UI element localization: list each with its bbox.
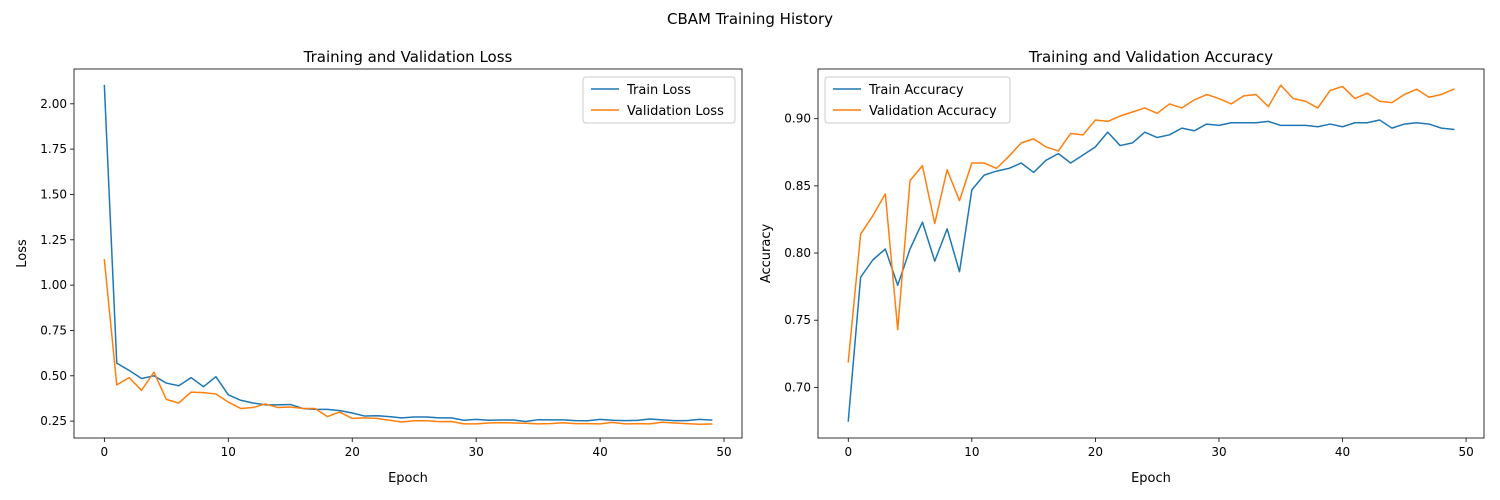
loss-x-axis-label: Epoch (388, 471, 428, 486)
accuracy-series-line-validation (847, 84, 1455, 363)
loss-y-tick-label: 1.50 (40, 187, 67, 201)
accuracy-axes-frame (817, 68, 1485, 439)
loss-series-line-validation (103, 258, 713, 425)
loss-y-tick-label: 0.50 (40, 369, 67, 383)
loss-legend-label-train: Train Loss (626, 83, 691, 98)
loss-y-tick-label: 1.25 (40, 233, 67, 247)
accuracy-chart: Training and Validation Accuracy 0 10 20 30 4… (759, 48, 1485, 486)
loss-axes-frame (73, 68, 743, 439)
accuracy-chart-title: Training and Validation Accuracy (1028, 48, 1273, 66)
accuracy-y-tick-label: 0.85 (784, 179, 811, 193)
accuracy-x-tick-label: 50 (1458, 445, 1473, 459)
accuracy-series-line-train (847, 119, 1455, 422)
accuracy-x-tick-label: 20 (1088, 445, 1103, 459)
accuracy-y-axis-label: Accuracy (759, 224, 774, 284)
loss-legend-label-validation: Validation Loss (627, 104, 724, 119)
loss-x-tick-label: 20 (345, 445, 360, 459)
accuracy-legend-label-validation: Validation Accuracy (869, 104, 997, 119)
loss-y-tick-label: 0.25 (40, 414, 67, 428)
figure-title: CBAM Training History (667, 10, 833, 28)
loss-legend (582, 76, 736, 124)
loss-chart: Training and Validation Loss 0 10 20 30 40 50 0… (15, 48, 743, 486)
accuracy-x-tick-label: 40 (1335, 445, 1350, 459)
loss-series-line-train (103, 84, 713, 423)
loss-y-tick-label: 1.00 (40, 278, 67, 292)
loss-y-tick-label: 0.75 (40, 323, 67, 337)
accuracy-y-tick-label: 0.70 (784, 380, 811, 394)
accuracy-legend (824, 76, 1011, 124)
loss-chart-title: Training and Validation Loss (303, 48, 513, 66)
accuracy-y-tick-label: 0.75 (784, 313, 811, 327)
loss-y-tick-label: 1.75 (40, 142, 67, 156)
accuracy-y-tick-label: 0.80 (784, 246, 811, 260)
loss-x-tick-label: 0 (101, 445, 109, 459)
accuracy-x-tick-label: 0 (844, 445, 852, 459)
accuracy-x-tick-label: 10 (964, 445, 979, 459)
accuracy-y-tick-label: 0.90 (784, 112, 811, 126)
accuracy-x-tick-label: 30 (1211, 445, 1226, 459)
accuracy-legend-label-train: Train Accuracy (868, 83, 964, 98)
loss-x-tick-label: 30 (469, 445, 484, 459)
loss-y-axis-label: Loss (15, 239, 30, 268)
loss-x-tick-label: 10 (221, 445, 236, 459)
loss-x-tick-label: 50 (716, 445, 731, 459)
loss-y-tick-label: 2.00 (40, 97, 67, 111)
accuracy-x-axis-label: Epoch (1131, 471, 1171, 486)
loss-x-tick-label: 40 (592, 445, 607, 459)
